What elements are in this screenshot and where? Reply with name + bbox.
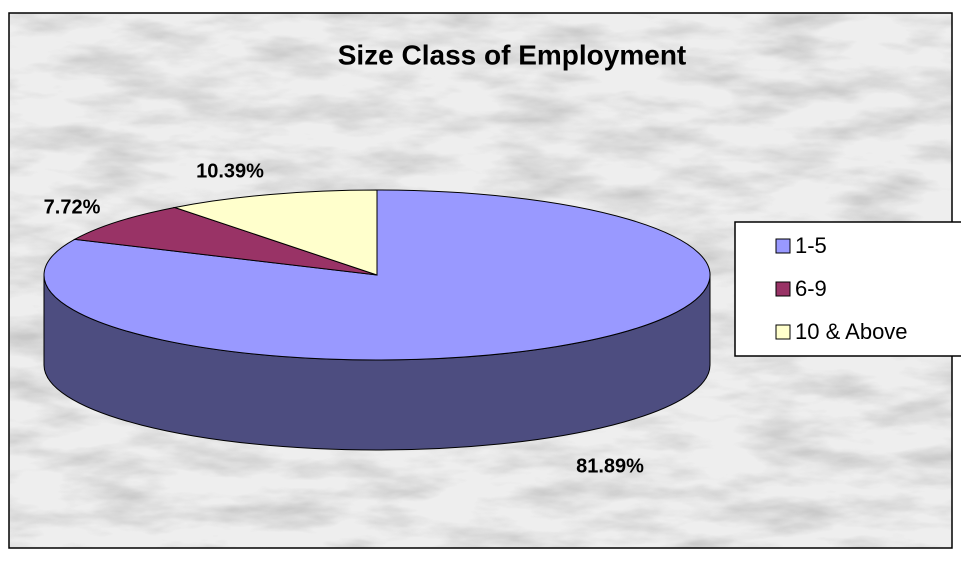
legend-swatch xyxy=(775,238,791,254)
legend-label: 10 & Above xyxy=(795,319,908,344)
slice xyxy=(73,206,378,276)
legend-swatch xyxy=(775,324,791,340)
legend: 1-5 6-9 10 & Above xyxy=(734,221,961,357)
data-label: 81.89% xyxy=(576,455,644,477)
data-label: 10.39% xyxy=(196,160,264,182)
legend-box xyxy=(734,221,961,357)
legend-label: 1-5 xyxy=(795,233,827,258)
chart-title: Size Class of Employment xyxy=(338,39,687,70)
legend-swatch xyxy=(775,281,791,297)
pie: 81.89% 7.72% 10.39% xyxy=(43,160,711,477)
legend-label: 6-9 xyxy=(795,276,827,301)
data-label: 7.72% xyxy=(44,196,101,218)
slice xyxy=(172,189,378,276)
